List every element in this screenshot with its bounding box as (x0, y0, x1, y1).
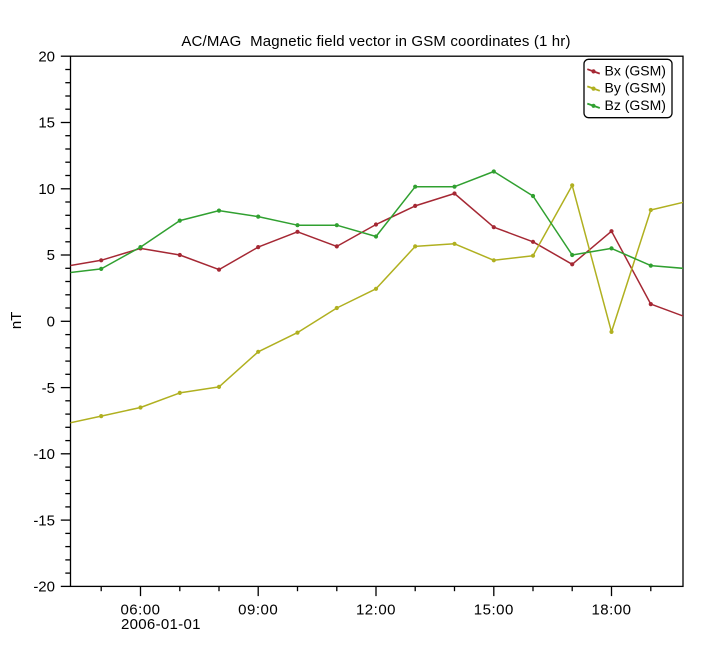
svg-text:10: 10 (38, 181, 55, 198)
svg-text:18:00: 18:00 (591, 602, 631, 619)
svg-text:06:00: 06:00 (120, 602, 160, 619)
svg-text:09:00: 09:00 (238, 602, 278, 619)
svg-text:2006-01-01: 2006-01-01 (121, 616, 201, 633)
svg-text:Bz (GSM): Bz (GSM) (605, 97, 666, 113)
svg-text:15: 15 (38, 115, 55, 132)
svg-text:By (GSM): By (GSM) (605, 80, 666, 96)
svg-text:-20: -20 (33, 579, 55, 596)
svg-text:20: 20 (38, 48, 55, 65)
svg-text:-5: -5 (42, 380, 55, 397)
svg-text:12:00: 12:00 (356, 602, 396, 619)
svg-text:-15: -15 (33, 512, 55, 529)
svg-text:15:00: 15:00 (474, 602, 514, 619)
svg-text:0: 0 (47, 314, 55, 331)
svg-text:-10: -10 (33, 446, 55, 463)
svg-text:AC/MAG Magnetic field vector: AC/MAG Magnetic field vector in GSM coor… (181, 33, 570, 50)
svg-text:nT: nT (8, 312, 25, 330)
svg-text:Bx (GSM): Bx (GSM) (605, 63, 666, 79)
svg-text:5: 5 (47, 247, 55, 264)
